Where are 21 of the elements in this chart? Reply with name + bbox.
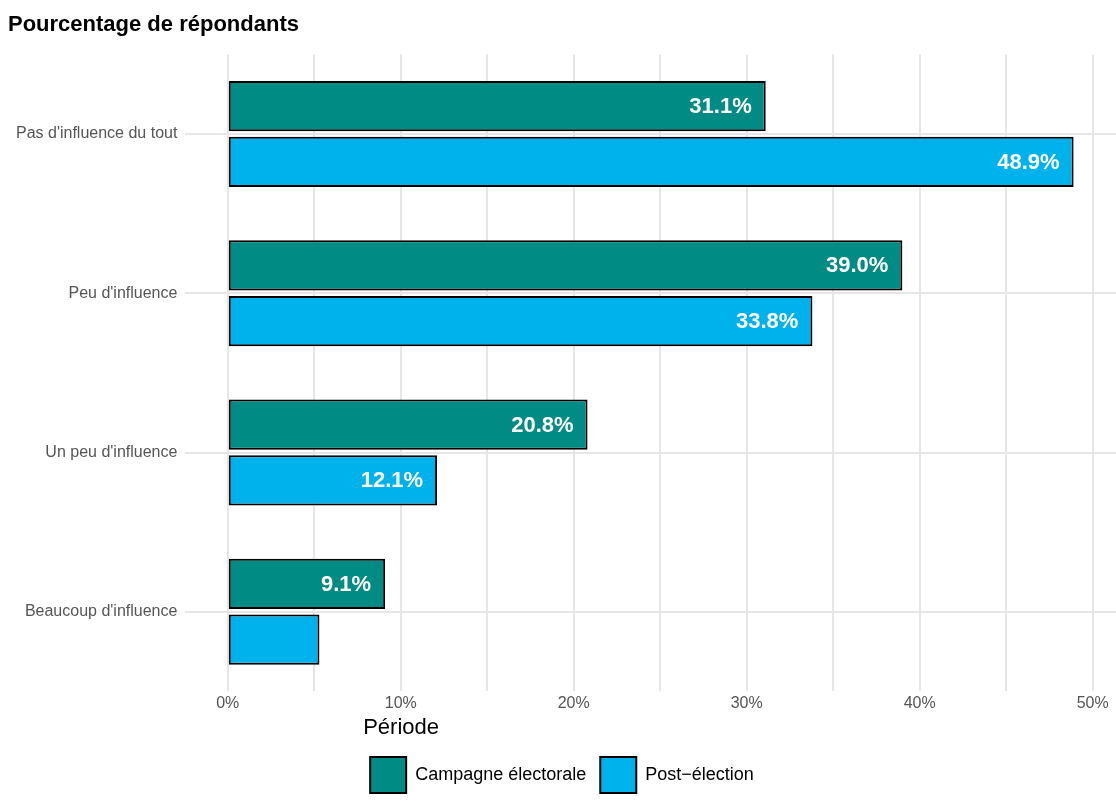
x-tick-label: 50% [1076,694,1109,712]
y-tick-label: Peu d'influence [68,283,178,301]
data-label: 31.1% [689,93,752,119]
x-tick-label: 20% [557,694,590,712]
data-label: 20.8% [511,411,574,437]
data-label: 48.9% [997,148,1060,174]
data-label: 12.1% [360,467,424,493]
chart-title: Pourcentage de répondants [8,11,299,37]
data-label: 33.8% [736,308,799,334]
y-tick-label: Beaucoup d'influence [24,602,178,620]
data-label: 9.1% [321,570,372,596]
x-tick-label: 10% [384,694,417,712]
legend-label: Campagne électorale [415,763,587,784]
y-tick-label: Pas d'influence du tout [16,124,178,142]
y-tick-label: Un peu d'influence [45,442,178,460]
x-tick-label: 40% [903,694,936,712]
legend-label: Post−élection [645,763,754,784]
data-label: 39.0% [825,252,889,278]
x-tick-label: 30% [730,694,763,712]
legend-title: Période [363,713,440,739]
x-tick-label: 0% [216,694,240,712]
